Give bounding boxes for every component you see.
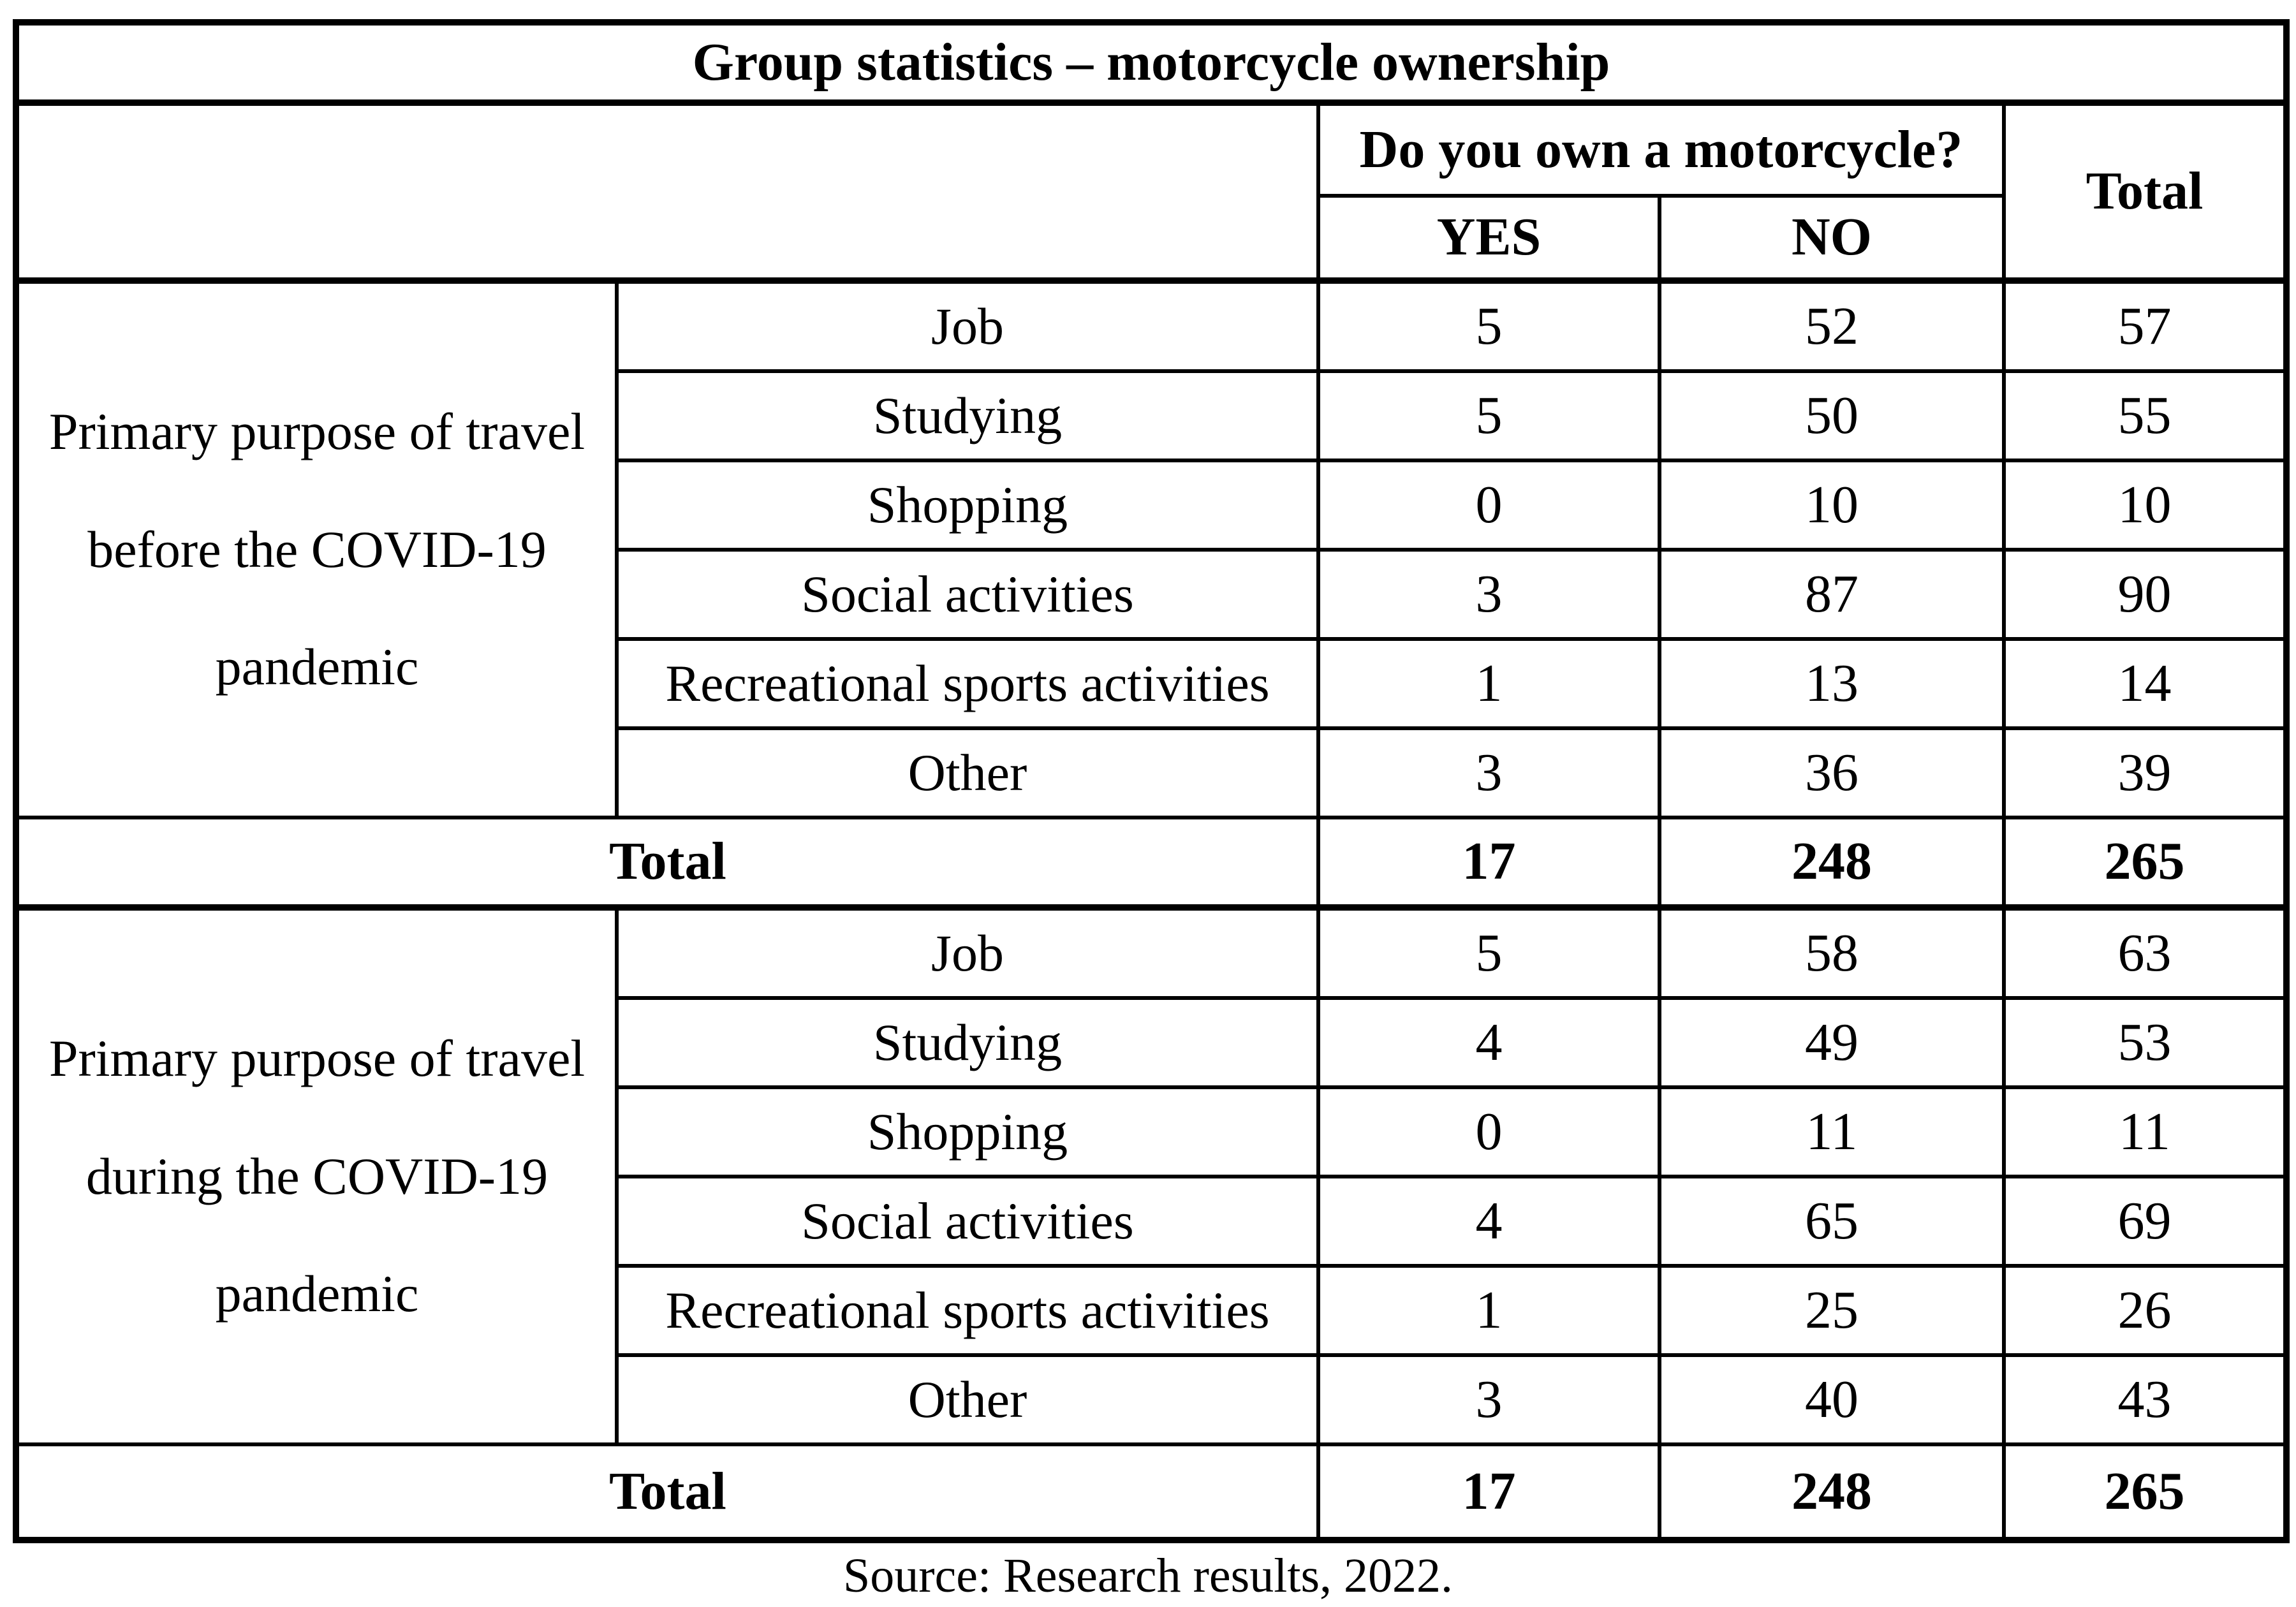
value-cell-yes: 5 [1320, 911, 1661, 1000]
value-cell-no: 36 [1661, 730, 2006, 819]
value-cell-total: 57 [2006, 284, 2283, 373]
purpose-cell-social-activities: Social activities [619, 1178, 1320, 1268]
value-cell-yes: 3 [1320, 1357, 1661, 1446]
total-value-no: 248 [1661, 1446, 2006, 1537]
value-cell-total: 63 [2006, 911, 2283, 1000]
question-header-cell: Do you own a motorcycle? [1320, 106, 2006, 198]
value-cell-no: 13 [1661, 641, 2006, 730]
value-cell-total: 43 [2006, 1357, 2283, 1446]
value-cell-no: 49 [1661, 1000, 2006, 1089]
value-cell-yes: 1 [1320, 641, 1661, 730]
total-header-cell: Total [2006, 106, 2283, 284]
purpose-cell-recreational-sports: Recreational sports activities [619, 1268, 1320, 1357]
value-cell-no: 11 [1661, 1089, 2006, 1178]
value-cell-yes: 4 [1320, 1000, 1661, 1089]
value-cell-no: 58 [1661, 911, 2006, 1000]
total-value-yes: 17 [1320, 1446, 1661, 1537]
purpose-cell-studying: Studying [619, 373, 1320, 462]
value-cell-total: 10 [2006, 462, 2283, 552]
total-row-label: Total [19, 1446, 1320, 1537]
value-cell-no: 52 [1661, 284, 2006, 373]
value-cell-total: 39 [2006, 730, 2283, 819]
yes-header-cell: YES [1320, 198, 1661, 284]
purpose-cell-other: Other [619, 1357, 1320, 1446]
value-cell-total: 53 [2006, 1000, 2283, 1089]
value-cell-total: 26 [2006, 1268, 2283, 1357]
group-label-during-pandemic: Primary purpose of travel during the COV… [19, 911, 619, 1446]
value-cell-no: 87 [1661, 552, 2006, 641]
group-statistics-table: Group statistics – motorcycle ownership … [13, 19, 2290, 1543]
purpose-cell-studying: Studying [619, 1000, 1320, 1089]
value-cell-no: 10 [1661, 462, 2006, 552]
purpose-cell-job: Job [619, 911, 1320, 1000]
no-header-cell: NO [1661, 198, 2006, 284]
value-cell-yes: 0 [1320, 462, 1661, 552]
purpose-cell-job: Job [619, 284, 1320, 373]
value-cell-yes: 1 [1320, 1268, 1661, 1357]
value-cell-total: 14 [2006, 641, 2283, 730]
value-cell-yes: 3 [1320, 730, 1661, 819]
value-cell-yes: 4 [1320, 1178, 1661, 1268]
value-cell-total: 11 [2006, 1089, 2283, 1178]
value-cell-total: 69 [2006, 1178, 2283, 1268]
value-cell-no: 50 [1661, 373, 2006, 462]
total-row-label: Total [19, 819, 1320, 911]
value-cell-yes: 0 [1320, 1089, 1661, 1178]
total-value-total: 265 [2104, 1461, 2185, 1521]
purpose-cell-recreational-sports: Recreational sports activities [619, 641, 1320, 730]
value-cell-no: 40 [1661, 1357, 2006, 1446]
table-title: Group statistics – motorcycle ownership [19, 26, 2283, 106]
purpose-cell-other: Other [619, 730, 1320, 819]
header-spacer-cell [19, 106, 1320, 284]
value-cell-no: 25 [1661, 1268, 2006, 1357]
value-cell-no: 65 [1661, 1178, 2006, 1268]
value-cell-total: 55 [2006, 373, 2283, 462]
total-value-no: 248 [1661, 819, 2006, 911]
total-value-yes: 17 [1320, 819, 1661, 911]
group-label-before-pandemic: Primary purpose of travel before the COV… [19, 284, 619, 819]
total-value-total: 265 [2006, 819, 2283, 911]
value-cell-yes: 3 [1320, 552, 1661, 641]
purpose-cell-shopping: Shopping [619, 1089, 1320, 1178]
purpose-cell-social-activities: Social activities [619, 552, 1320, 641]
value-cell-yes: 5 [1320, 373, 1661, 462]
value-cell-yes: 5 [1320, 284, 1661, 373]
purpose-cell-shopping: Shopping [619, 462, 1320, 552]
source-note: Source: Research results, 2022. [843, 1549, 1453, 1603]
value-cell-total: 90 [2006, 552, 2283, 641]
